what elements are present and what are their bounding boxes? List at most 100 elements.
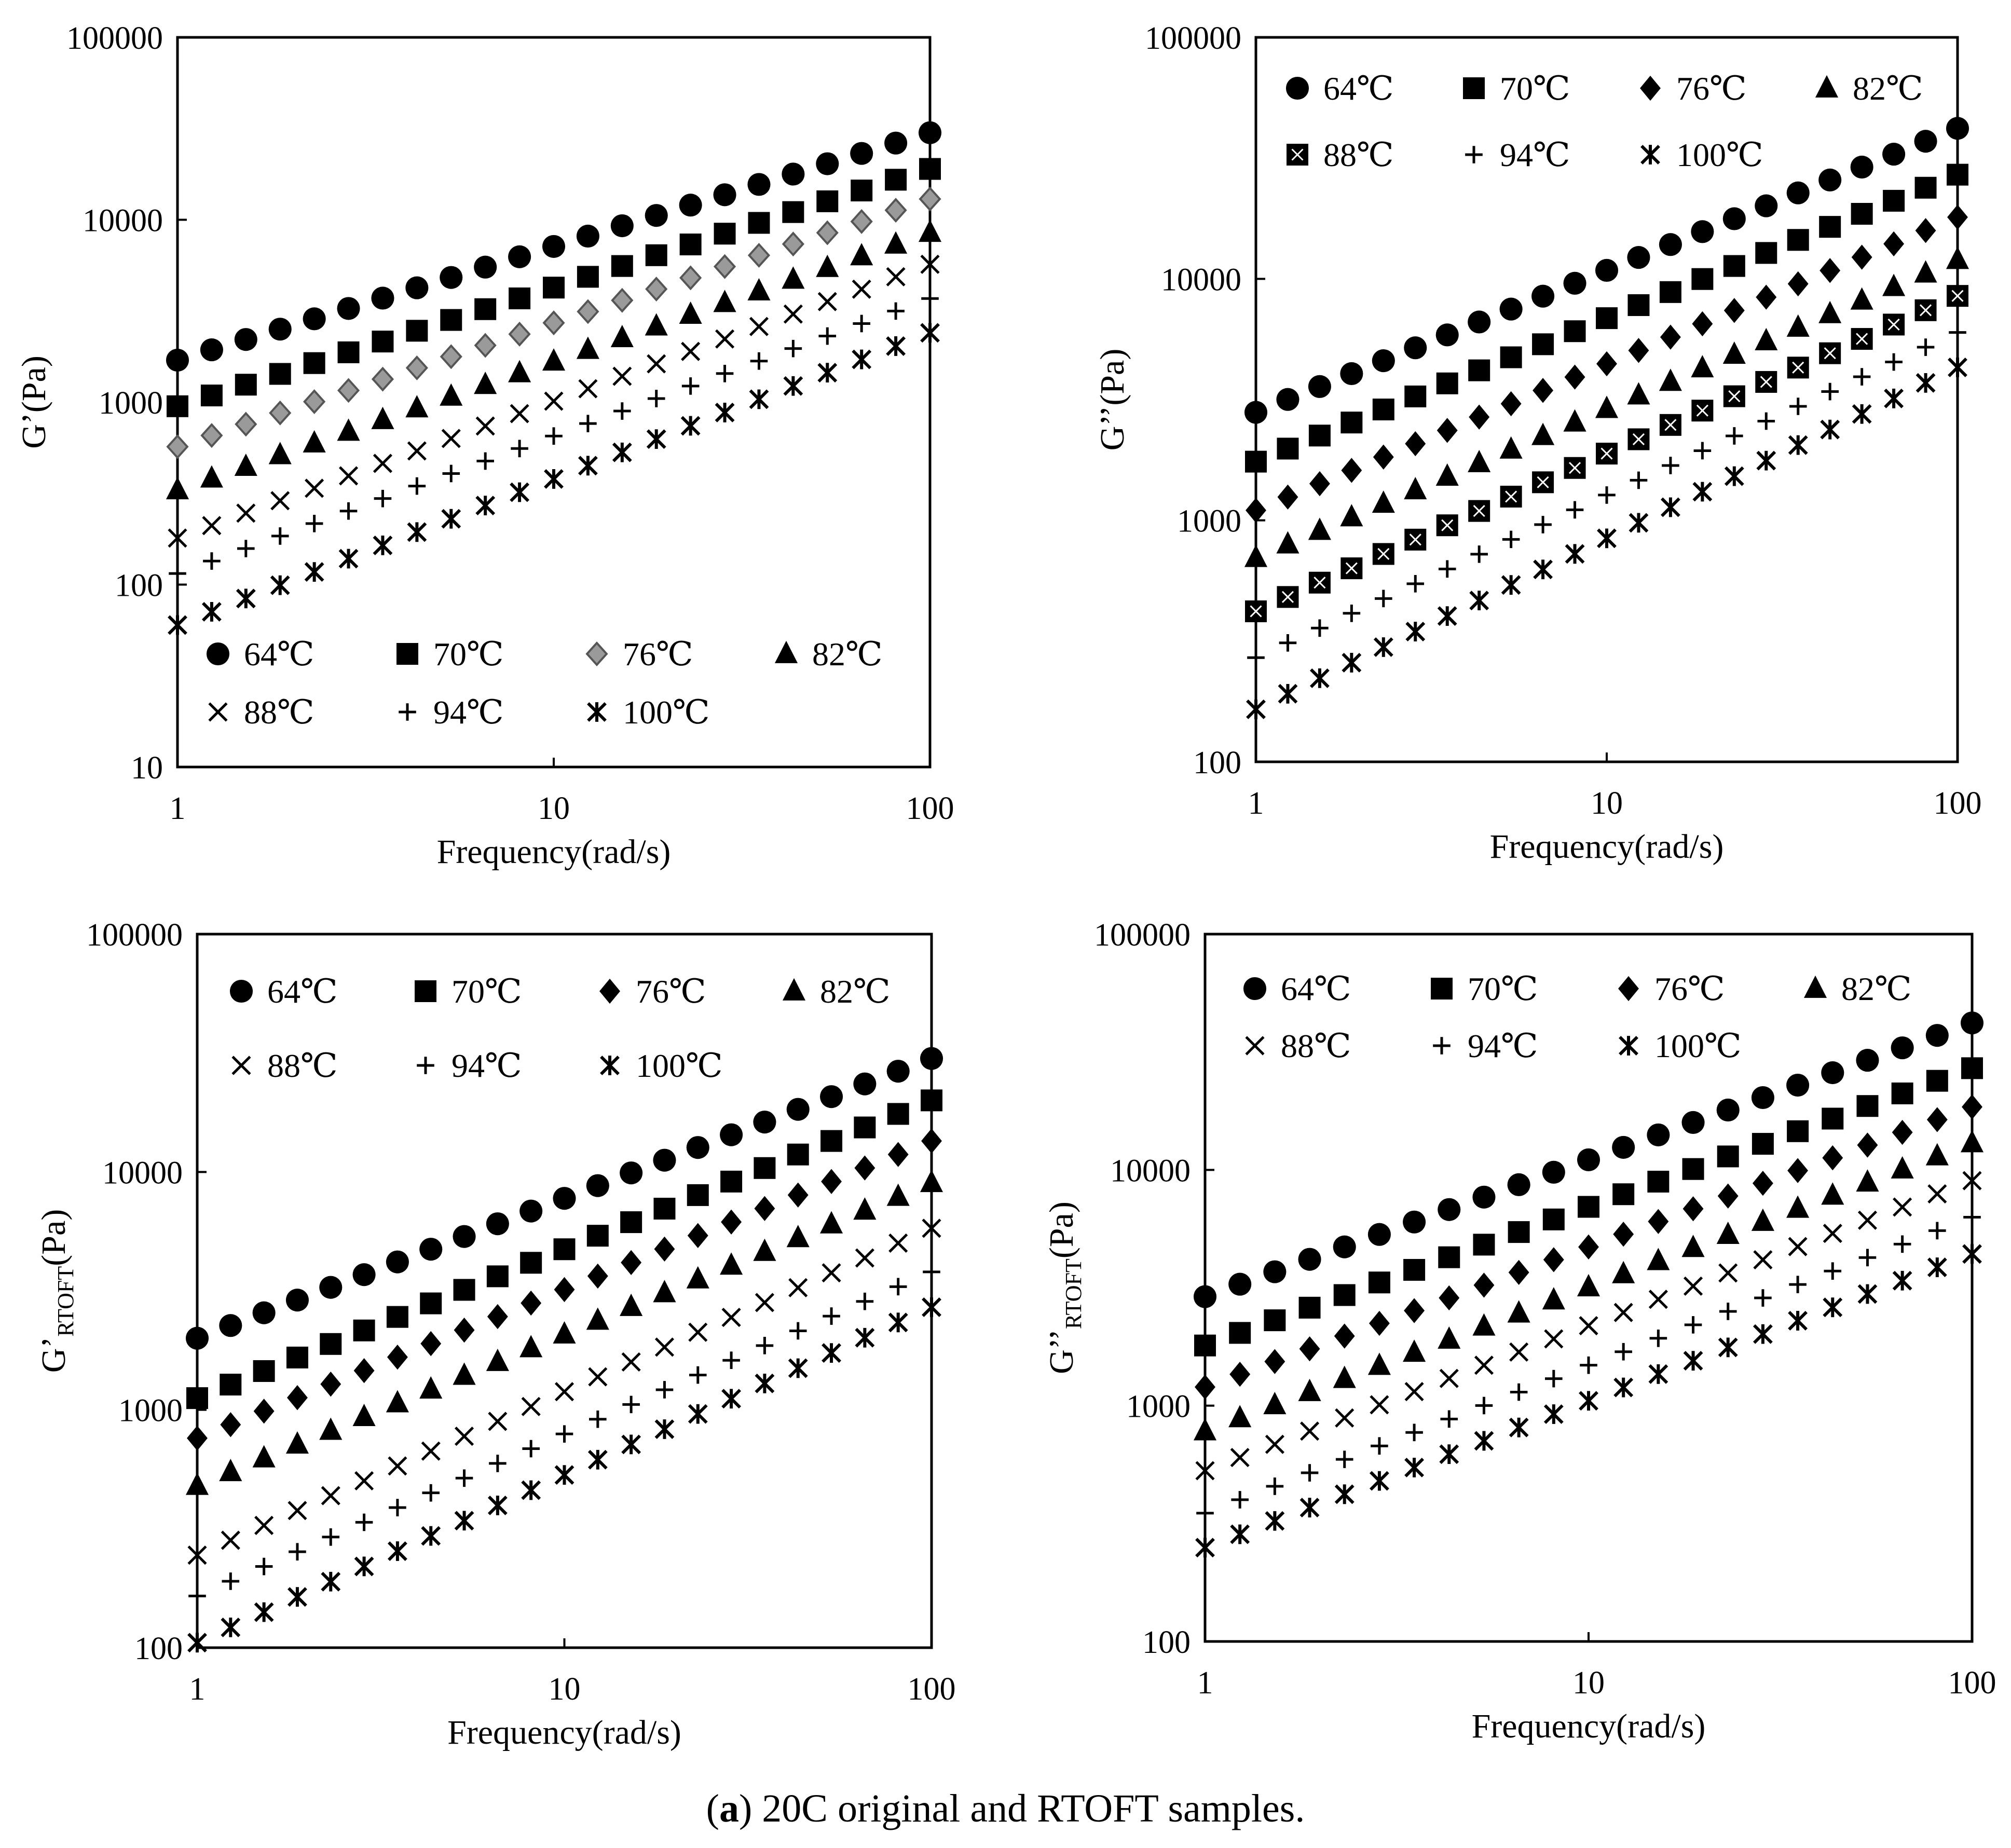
data-point bbox=[1566, 501, 1584, 519]
data-point bbox=[820, 1130, 843, 1152]
data-point bbox=[787, 1143, 809, 1166]
data-point bbox=[653, 1148, 676, 1172]
marker-cross bbox=[1728, 390, 1741, 403]
data-point bbox=[1789, 398, 1807, 415]
data-point bbox=[542, 310, 565, 336]
data-point bbox=[1340, 504, 1363, 527]
data-point bbox=[1543, 1404, 1564, 1424]
data-point bbox=[510, 482, 530, 502]
data-point bbox=[1914, 299, 1937, 321]
data-point bbox=[1472, 1313, 1496, 1336]
data-point bbox=[200, 338, 223, 362]
data-point bbox=[774, 640, 798, 663]
data-point bbox=[408, 477, 426, 495]
marker-cross bbox=[1696, 404, 1708, 417]
data-point bbox=[1724, 466, 1744, 486]
data-point bbox=[646, 429, 666, 449]
data-point bbox=[319, 1276, 343, 1299]
data-point bbox=[620, 1293, 643, 1316]
data-point bbox=[1367, 1223, 1391, 1246]
data-point bbox=[816, 190, 839, 212]
data-point bbox=[271, 527, 289, 545]
legend-label: 64℃ bbox=[1323, 70, 1394, 107]
data-point bbox=[1474, 1356, 1494, 1375]
data-point bbox=[1405, 1423, 1423, 1442]
data-point bbox=[1927, 1184, 1947, 1204]
data-point bbox=[1691, 268, 1714, 290]
data-point bbox=[1821, 382, 1839, 401]
data-point bbox=[756, 1337, 774, 1354]
data-point bbox=[721, 1209, 742, 1235]
data-point bbox=[235, 374, 257, 396]
data-point bbox=[1372, 399, 1394, 421]
data-point bbox=[371, 406, 394, 429]
data-point bbox=[1500, 391, 1522, 417]
data-point bbox=[169, 565, 186, 582]
data-point bbox=[1309, 668, 1330, 688]
data-point bbox=[442, 464, 460, 483]
data-point bbox=[1499, 436, 1523, 459]
data-point bbox=[353, 1319, 375, 1341]
data-point bbox=[455, 1469, 473, 1487]
data-point bbox=[1882, 273, 1906, 296]
data-point bbox=[166, 348, 189, 372]
data-point bbox=[1469, 591, 1489, 611]
data-point bbox=[1228, 1272, 1252, 1296]
data-point bbox=[206, 642, 230, 666]
data-point bbox=[221, 1530, 240, 1550]
data-point bbox=[1340, 362, 1363, 386]
legend-label: 94℃ bbox=[1500, 136, 1570, 173]
data-point bbox=[1404, 1381, 1424, 1402]
data-point bbox=[1263, 1392, 1287, 1415]
data-point bbox=[1596, 443, 1618, 465]
legend-label: 70℃ bbox=[1500, 70, 1570, 107]
data-point bbox=[1473, 1234, 1495, 1256]
data-point bbox=[319, 1417, 343, 1440]
y-tick-label: 100000 bbox=[86, 918, 183, 953]
data-point bbox=[850, 243, 873, 266]
data-point bbox=[921, 1128, 942, 1154]
data-point bbox=[1343, 605, 1361, 622]
data-point bbox=[687, 1184, 709, 1206]
data-point bbox=[822, 1263, 841, 1283]
data-point bbox=[510, 404, 529, 423]
data-point bbox=[355, 1513, 373, 1531]
marker-cross bbox=[1537, 476, 1549, 488]
data-point bbox=[234, 328, 257, 351]
marker-cross bbox=[1760, 376, 1772, 388]
data-point bbox=[1373, 637, 1393, 657]
data-point bbox=[920, 1170, 943, 1193]
data-point bbox=[1375, 590, 1392, 608]
data-point bbox=[185, 1472, 209, 1495]
data-point bbox=[187, 1545, 207, 1565]
data-point bbox=[578, 379, 598, 399]
data-point bbox=[1857, 1132, 1878, 1158]
data-point bbox=[372, 331, 394, 353]
data-point bbox=[353, 1358, 375, 1384]
data-point bbox=[1597, 528, 1617, 549]
data-point bbox=[1947, 204, 1968, 230]
data-point bbox=[821, 1169, 842, 1194]
y-tick-label: 100 bbox=[115, 568, 163, 604]
data-point bbox=[1851, 244, 1872, 270]
data-point bbox=[586, 1174, 609, 1197]
data-point bbox=[749, 389, 769, 409]
legend-entry: 76℃ bbox=[1640, 70, 1747, 107]
data-point bbox=[1265, 1511, 1285, 1531]
data-point bbox=[918, 121, 942, 144]
data-point bbox=[1438, 1326, 1461, 1349]
x-tick-label: 100 bbox=[908, 1672, 956, 1707]
legend-label: 88℃ bbox=[1281, 1028, 1351, 1064]
data-point bbox=[553, 1187, 576, 1210]
data-point bbox=[611, 288, 634, 313]
data-point bbox=[440, 344, 462, 369]
data-point bbox=[519, 1335, 543, 1358]
legend-entry: 64℃ bbox=[1243, 970, 1351, 1007]
data-point bbox=[1648, 1364, 1668, 1384]
data-point bbox=[1439, 1444, 1459, 1464]
data-point bbox=[1891, 1082, 1913, 1104]
data-point bbox=[1684, 1316, 1702, 1334]
legend-entry: 82℃ bbox=[782, 973, 891, 1010]
data-point bbox=[1598, 486, 1616, 504]
data-point bbox=[1716, 1221, 1740, 1244]
